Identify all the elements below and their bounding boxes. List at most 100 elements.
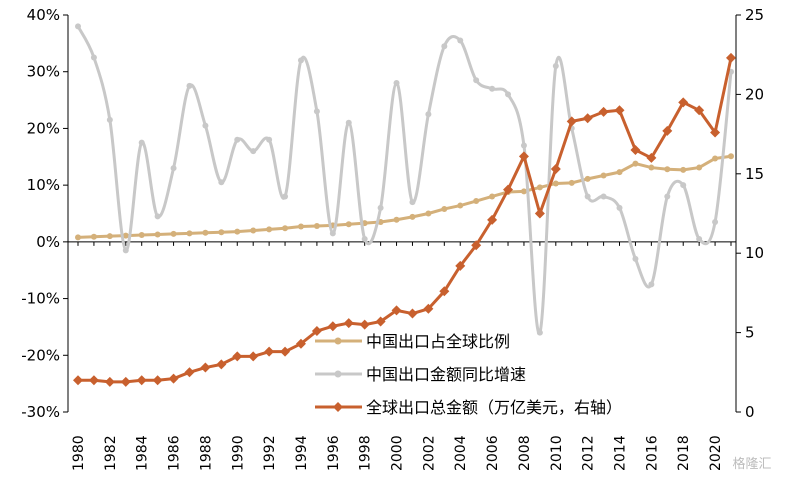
data-point: [154, 231, 161, 238]
x-tick-label: 2008: [517, 435, 533, 471]
data-point: [646, 152, 657, 163]
series-layer: [73, 23, 736, 387]
data-point: [311, 326, 322, 337]
data-point: [106, 116, 113, 123]
x-tick-label: 2014: [613, 435, 629, 471]
x-tick-label: 1984: [135, 435, 151, 471]
data-point: [327, 321, 338, 332]
data-point: [297, 57, 304, 64]
data-point: [552, 63, 559, 70]
data-point: [423, 303, 434, 314]
data-point: [168, 373, 179, 384]
data-point: [584, 175, 591, 182]
data-point: [184, 367, 195, 378]
legend-item: 中国出口占全球比例: [315, 332, 510, 351]
series-1: [75, 23, 734, 336]
data-point: [584, 193, 591, 200]
data-point: [520, 188, 527, 195]
data-point: [361, 236, 368, 243]
x-tick-label: 2002: [421, 435, 437, 471]
data-point: [616, 204, 623, 211]
right-tick-label: 0: [745, 403, 755, 421]
data-point: [280, 346, 291, 357]
data-point: [266, 136, 273, 143]
data-point: [552, 180, 559, 187]
data-point: [345, 221, 352, 228]
x-tick-label: 1992: [262, 435, 278, 471]
data-point: [234, 228, 241, 235]
data-point: [505, 91, 512, 98]
data-point: [154, 213, 161, 220]
data-point: [218, 229, 225, 236]
data-point: [457, 202, 464, 209]
data-point: [712, 219, 719, 226]
legend-item: 全球出口总金额（万亿美元，右轴）: [315, 398, 622, 417]
data-point: [104, 376, 115, 387]
x-tick-label: 1996: [326, 435, 342, 471]
x-tick-label: 1982: [103, 435, 119, 471]
left-tick-label: -10%: [21, 290, 60, 308]
data-point: [282, 225, 289, 232]
series-2: [73, 52, 736, 387]
data-point: [120, 376, 131, 387]
data-point: [264, 346, 275, 357]
data-point: [696, 236, 703, 243]
x-tick-label: 1986: [167, 435, 183, 471]
data-point: [441, 43, 448, 50]
x-tick-label: 2020: [708, 435, 724, 471]
data-point: [534, 208, 545, 219]
data-point: [88, 375, 99, 386]
axes-layer: -30% -20% -10% 0% 10% 20% 30% 40% 0 5 10 15 20 25 1980…: [21, 6, 764, 471]
data-point: [90, 233, 97, 240]
data-point: [536, 184, 543, 191]
legend-marker: [333, 402, 343, 412]
data-point: [329, 230, 336, 237]
legend-label: 全球出口总金额（万亿美元，右轴）: [366, 398, 622, 417]
x-tick-label: 1998: [358, 435, 374, 471]
data-point: [266, 226, 273, 233]
data-point: [648, 281, 655, 288]
data-point: [250, 227, 257, 234]
data-point: [726, 52, 736, 63]
data-point: [200, 362, 211, 373]
data-point: [614, 105, 625, 116]
data-point: [455, 260, 466, 271]
data-point: [216, 359, 227, 370]
legend-item: 中国出口金额同比增速: [315, 365, 526, 384]
data-point: [712, 155, 719, 162]
watermark-text: 格隆汇: [732, 456, 771, 472]
data-point: [630, 144, 641, 155]
data-point: [680, 182, 687, 189]
data-point: [136, 375, 147, 386]
x-tick-label: 2004: [453, 435, 469, 471]
data-point: [391, 305, 402, 316]
right-tick-label: 25: [745, 6, 764, 24]
data-point: [425, 210, 432, 217]
legend-marker: [334, 370, 342, 378]
left-tick-label: 0%: [36, 233, 60, 251]
data-point: [582, 113, 593, 124]
data-point: [282, 193, 289, 200]
data-point: [616, 169, 623, 176]
x-tick-label: 2016: [644, 435, 660, 471]
right-tick-label: 5: [745, 324, 755, 342]
legend-label: 中国出口占全球比例: [366, 332, 510, 351]
data-point: [632, 160, 639, 167]
data-point: [359, 319, 370, 330]
data-point: [375, 316, 386, 327]
data-point: [518, 151, 529, 162]
data-point: [536, 329, 543, 336]
data-point: [520, 142, 527, 149]
data-point: [598, 106, 609, 117]
data-point: [503, 184, 514, 195]
data-point: [234, 136, 241, 143]
right-tick-label: 15: [745, 165, 764, 183]
data-point: [662, 125, 673, 136]
data-point: [313, 222, 320, 229]
right-tick-label: 10: [745, 244, 764, 262]
left-tick-label: 20%: [27, 119, 60, 137]
data-point: [393, 80, 400, 87]
data-point: [250, 148, 257, 155]
data-point: [600, 193, 607, 200]
